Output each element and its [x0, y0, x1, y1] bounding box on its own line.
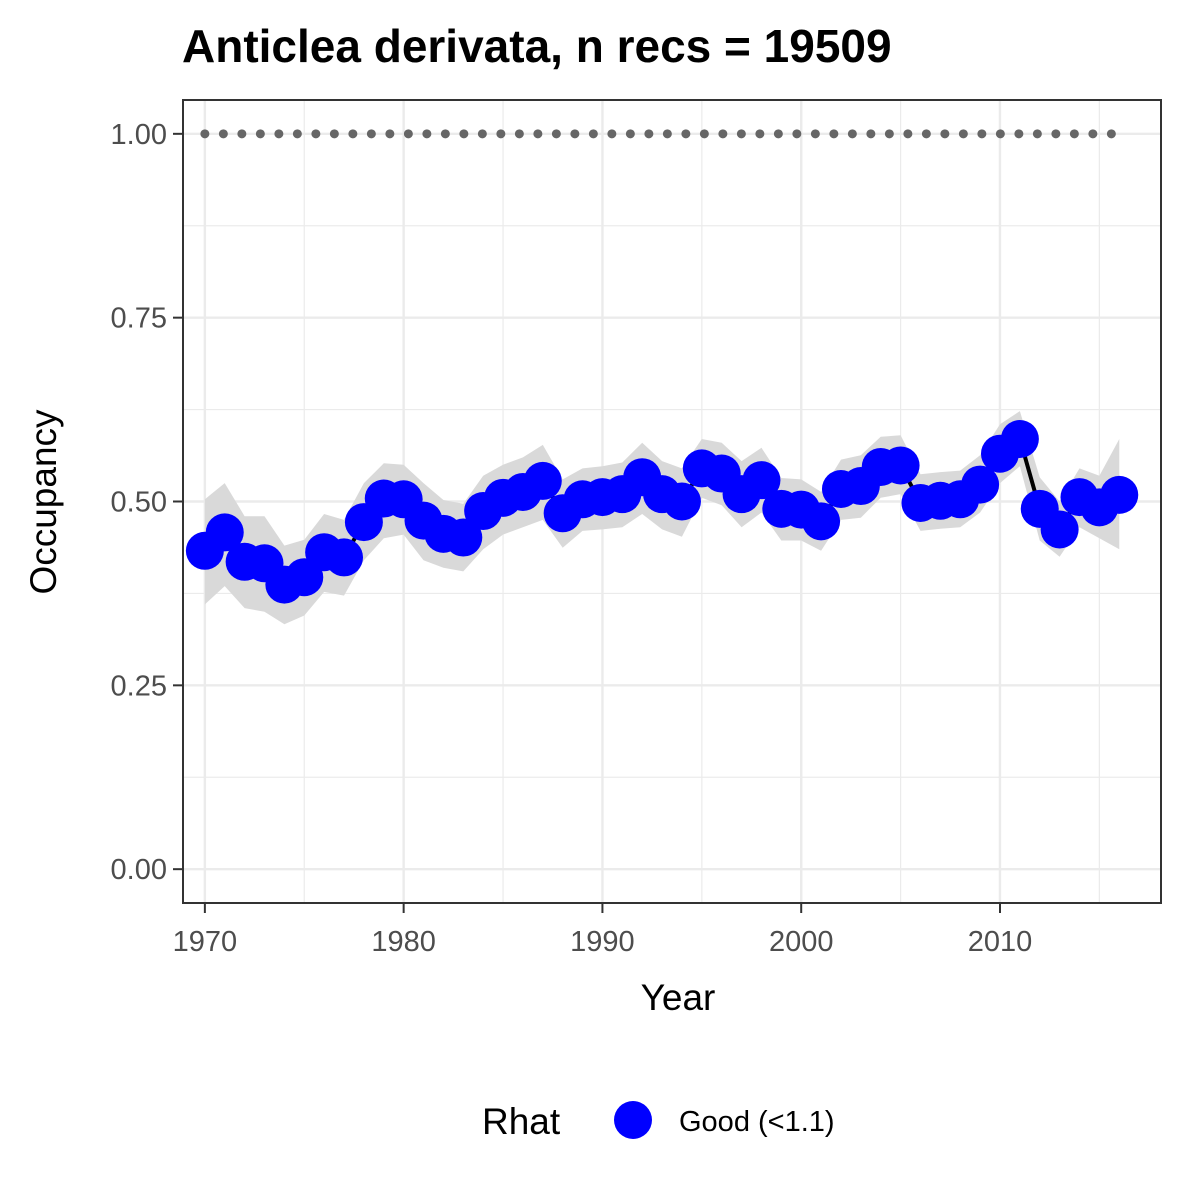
data-point [444, 518, 483, 557]
y-tick-label: 0.50 [111, 487, 167, 519]
y-axis-title: Occupancy [23, 409, 64, 595]
y-axis: 0.00 0.25 0.50 0.75 1.00 [111, 119, 183, 886]
x-tick-label: 2010 [968, 926, 1033, 958]
x-tick-label: 2000 [769, 926, 834, 958]
data-point [1100, 475, 1139, 514]
x-axis-title: Year [641, 977, 716, 1018]
data-point [881, 446, 920, 485]
confidence-ribbon-layer [204, 411, 1120, 625]
data-point [961, 465, 1000, 504]
data-point [802, 502, 841, 541]
data-point [325, 538, 364, 577]
confidence-ribbon [204, 411, 1120, 625]
chart-title: Anticlea derivata, n recs = 19509 [182, 20, 892, 72]
x-tick-label: 1990 [570, 926, 635, 958]
data-point [1000, 419, 1039, 458]
data-point [205, 513, 244, 552]
legend-title: Rhat [482, 1101, 561, 1142]
legend-key-good [614, 1101, 652, 1139]
y-tick-label: 1.00 [111, 119, 167, 151]
data-point [662, 482, 701, 521]
data-points-layer [185, 419, 1139, 604]
y-tick-label: 0.00 [111, 854, 167, 886]
x-axis: 1970 1980 1990 2000 2010 [173, 903, 1033, 958]
legend: Rhat Good (<1.1) [482, 1101, 835, 1142]
legend-label-good: Good (<1.1) [679, 1106, 835, 1138]
data-point [1040, 510, 1079, 549]
data-point [742, 461, 781, 500]
x-tick-label: 1980 [371, 926, 436, 958]
data-point [523, 461, 562, 500]
y-tick-label: 0.25 [111, 670, 167, 702]
x-tick-label: 1970 [173, 926, 238, 958]
y-tick-label: 0.75 [111, 303, 167, 335]
